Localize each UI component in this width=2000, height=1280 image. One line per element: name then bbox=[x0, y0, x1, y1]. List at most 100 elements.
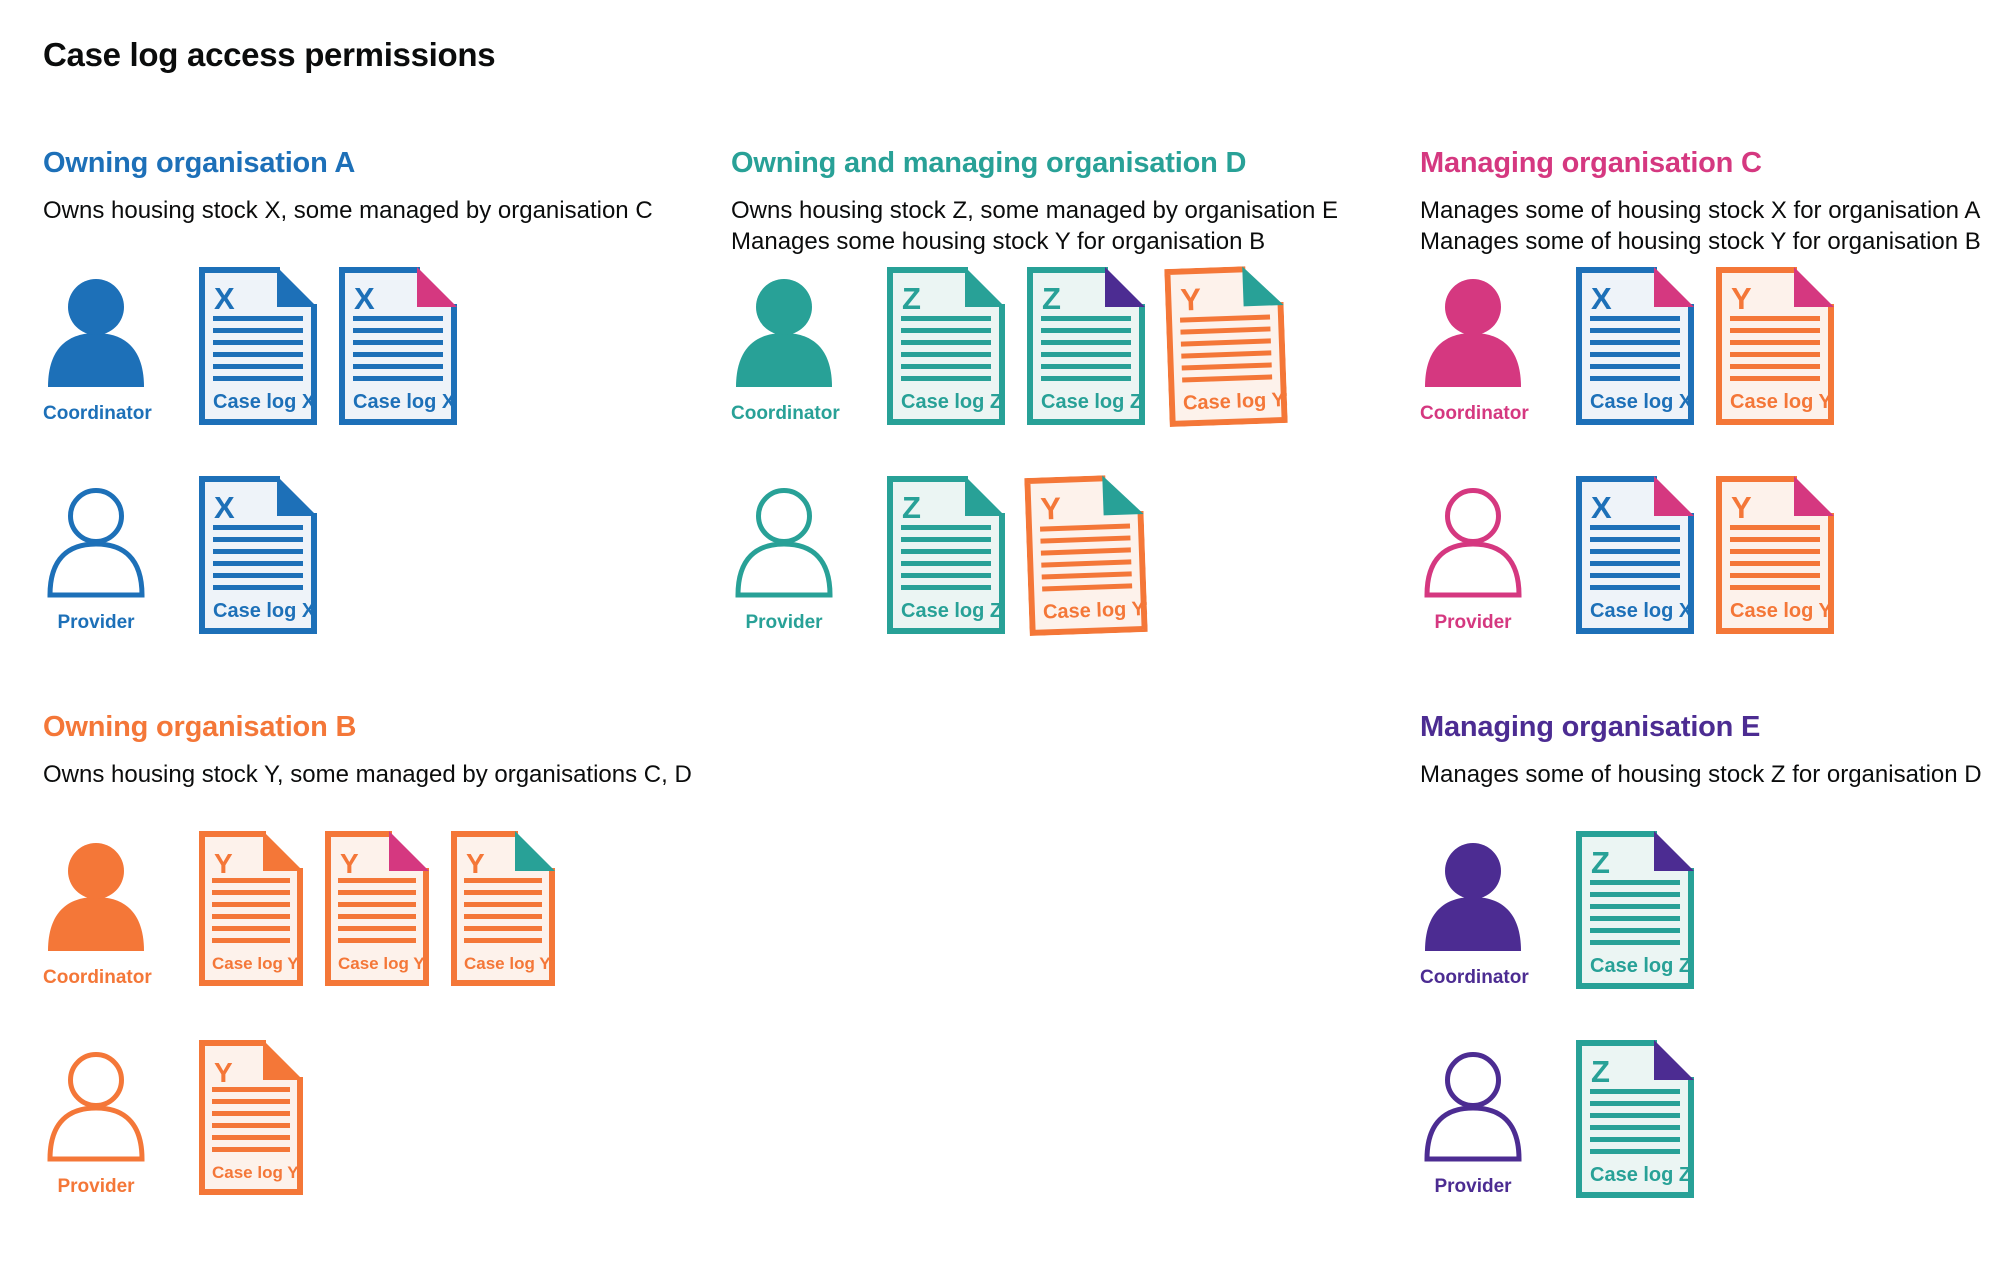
provider-persona: Provider bbox=[43, 1040, 149, 1198]
doc-text-lines bbox=[353, 316, 443, 381]
provider-person-icon bbox=[47, 1052, 145, 1162]
doc-stock-letter: Z bbox=[1042, 281, 1061, 316]
doc-text-lines bbox=[1730, 525, 1820, 590]
coordinator-persona: Coordinator bbox=[1420, 267, 1529, 425]
doc-stock-letter: X bbox=[1591, 490, 1612, 525]
doc-folded-corner-icon bbox=[965, 267, 1005, 307]
section-subtitle-line: Manages some of housing stock Y for orga… bbox=[1420, 227, 1981, 255]
doc-case-log-y3: Y Case log Y3 bbox=[1024, 474, 1156, 637]
case-log-document-icon: Y Case log Y2 bbox=[1716, 267, 1843, 425]
doc-text-lines bbox=[213, 525, 303, 590]
section-owning-organisation-a: Owning organisation A Owns housing stock … bbox=[43, 147, 713, 634]
provider-persona: Provider bbox=[731, 476, 837, 634]
coordinator-person-icon bbox=[736, 279, 832, 387]
doc-text-lines bbox=[1039, 523, 1133, 592]
person-head bbox=[68, 279, 124, 335]
doc-border bbox=[325, 831, 429, 986]
person-head bbox=[68, 1052, 124, 1108]
persona-label: Coordinator bbox=[1420, 967, 1529, 988]
section-title: Owning organisation A bbox=[43, 147, 356, 179]
doc-folded-corner-icon bbox=[1794, 476, 1834, 516]
person-body bbox=[48, 333, 144, 387]
doc-folded-corner-icon bbox=[389, 831, 429, 871]
person-body bbox=[1425, 333, 1521, 387]
section-managing-organisation-c: Managing organisation C Manages some of h… bbox=[1420, 147, 1998, 634]
case-log-document-icon: Z Case log Z1 bbox=[887, 476, 1013, 634]
doc-page bbox=[1030, 270, 1142, 422]
persona-label: Provider bbox=[1434, 612, 1512, 633]
doc-label: Case log Y2 bbox=[1730, 391, 1834, 413]
doc-folded-corner-icon bbox=[277, 267, 317, 307]
person-body bbox=[736, 333, 832, 387]
doc-case-log-y1: Y Case log Y1 bbox=[199, 1040, 308, 1195]
doc-label: Case log X1 bbox=[213, 391, 317, 413]
doc-page bbox=[202, 1043, 300, 1192]
case-log-document-icon: Z Case log Z2 bbox=[1576, 831, 1702, 989]
doc-border bbox=[199, 267, 317, 425]
doc-label: Case log Y1 bbox=[212, 954, 303, 973]
case-log-docs: Y Case log Y1 Y Case log Y2 Y Case log Y3 bbox=[199, 831, 560, 986]
doc-page bbox=[328, 834, 426, 983]
section-title: Managing organisation C bbox=[1420, 147, 1762, 179]
doc-text-lines bbox=[212, 1087, 290, 1152]
person-head bbox=[1445, 488, 1501, 544]
doc-text-lines bbox=[213, 316, 303, 381]
coordinator-persona: Coordinator bbox=[43, 267, 152, 425]
doc-case-log-y2: Y Case log Y2 bbox=[325, 831, 434, 986]
section-subtitle-line: Owns housing stock Z, some managed by or… bbox=[731, 196, 1338, 224]
doc-text-lines bbox=[901, 525, 991, 590]
doc-case-log-x2: X Case log X2 bbox=[1576, 476, 1703, 634]
doc-page bbox=[1167, 269, 1285, 424]
provider-row: Provider X Case log X2 Y Case log Y2 bbox=[1420, 476, 1843, 634]
person-body bbox=[735, 541, 833, 598]
doc-text-lines bbox=[901, 316, 991, 381]
case-log-document-icon: Z Case log Z1 bbox=[887, 267, 1013, 425]
doc-border bbox=[451, 831, 555, 986]
case-log-document-icon: X Case log X1 bbox=[199, 476, 326, 634]
doc-label: Case log X2 bbox=[353, 391, 457, 413]
doc-label: Case log Y3 bbox=[1043, 598, 1148, 624]
doc-stock-letter: Z bbox=[1591, 1054, 1610, 1089]
doc-folded-corner-icon bbox=[515, 831, 555, 871]
doc-border bbox=[1576, 267, 1694, 425]
doc-folded-corner-icon bbox=[417, 267, 457, 307]
person-body bbox=[1425, 897, 1521, 951]
doc-label: Case log Z1 bbox=[901, 600, 1005, 622]
doc-case-log-x1: X Case log X1 bbox=[199, 476, 326, 634]
doc-label: Case log Z2 bbox=[1590, 1164, 1694, 1186]
case-log-document-icon: X Case log X1 bbox=[199, 267, 326, 425]
doc-text-lines bbox=[338, 878, 416, 943]
doc-border bbox=[1027, 267, 1145, 425]
doc-page bbox=[1027, 478, 1145, 633]
doc-page bbox=[1719, 270, 1831, 422]
doc-page bbox=[1579, 270, 1691, 422]
doc-label: Case log X2 bbox=[1590, 600, 1694, 622]
coordinator-row: Coordinator Y Case log Y1 Y Case log Y2 Y Case… bbox=[43, 831, 560, 989]
case-log-document-icon: Y Case log Y3 bbox=[451, 831, 560, 986]
coordinator-persona: Coordinator bbox=[43, 831, 152, 989]
doc-case-log-z2: Z Case log Z2 bbox=[1576, 831, 1702, 989]
person-head bbox=[68, 843, 124, 899]
provider-row: Provider X Case log X1 bbox=[43, 476, 326, 634]
doc-folded-corner-icon bbox=[1242, 266, 1284, 307]
doc-border bbox=[887, 476, 1005, 634]
case-log-document-icon: X Case log X2 bbox=[1576, 267, 1703, 425]
section-subtitle-line: Manages some housing stock Y for organis… bbox=[731, 227, 1266, 255]
case-log-document-icon: Y Case log Y1 bbox=[199, 1040, 308, 1195]
doc-label: Case log X1 bbox=[213, 600, 317, 622]
coordinator-persona: Coordinator bbox=[731, 267, 840, 425]
doc-border bbox=[199, 476, 317, 634]
doc-label: Case log Y3 bbox=[1183, 389, 1288, 415]
provider-persona: Provider bbox=[1420, 1040, 1526, 1198]
case-log-docs: X Case log X1 bbox=[199, 476, 326, 634]
doc-case-log-x1: X Case log X1 bbox=[199, 267, 326, 425]
doc-text-lines bbox=[464, 878, 542, 943]
page-title: Case log access permissions bbox=[43, 36, 496, 73]
doc-label: Case log Z1 bbox=[901, 391, 1005, 413]
doc-page bbox=[1719, 479, 1831, 631]
doc-folded-corner-icon bbox=[1654, 267, 1694, 307]
doc-stock-letter: X bbox=[1591, 281, 1612, 316]
coordinator-person-icon bbox=[1425, 279, 1521, 387]
case-log-document-icon: Y Case log Y3 bbox=[1164, 266, 1296, 428]
